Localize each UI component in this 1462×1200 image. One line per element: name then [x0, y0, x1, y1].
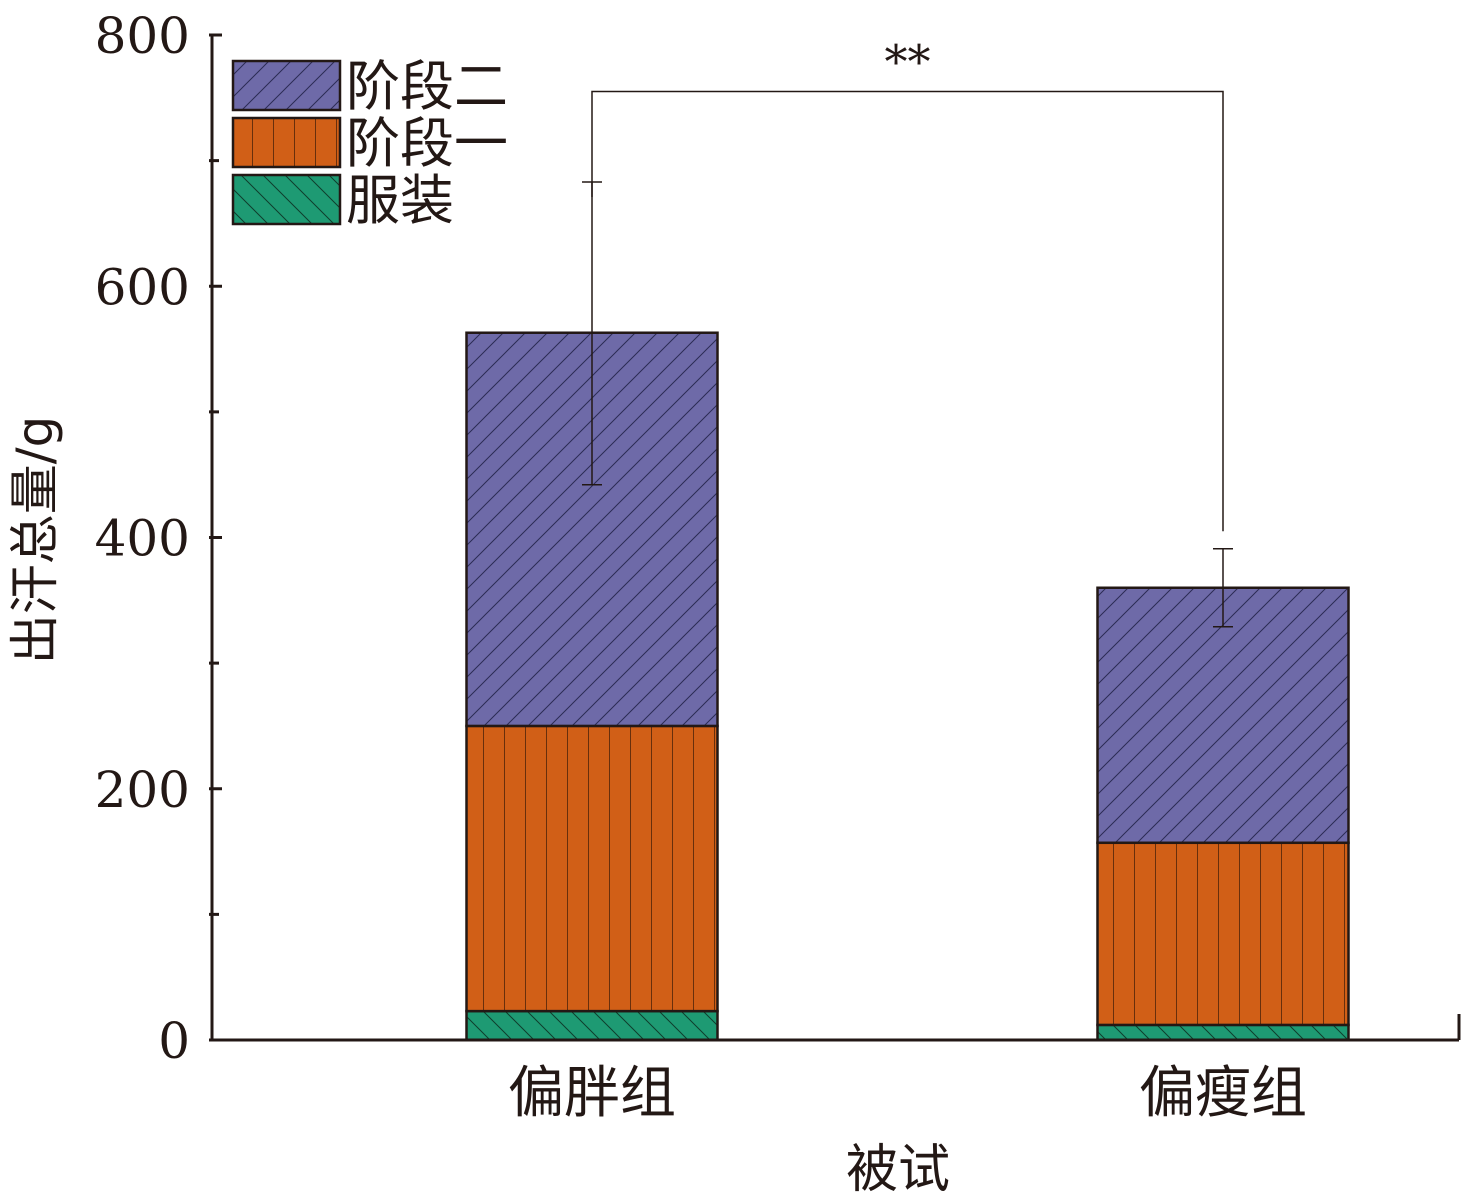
legend-label-0: 阶段二 — [346, 55, 508, 118]
bar-segment-1-1 — [1096, 841, 1350, 1027]
bars-layer — [465, 331, 1350, 1042]
y-tick-label-2: 400 — [95, 510, 190, 568]
y-tick-label-3: 600 — [95, 258, 190, 316]
x-axis-label: 被试 — [846, 1140, 950, 1200]
legend-swatch-1 — [231, 116, 342, 169]
significance-label: ** — [885, 35, 931, 89]
y-axis-label: 出汗总量/g — [6, 416, 64, 665]
y-tick-label-1: 200 — [95, 761, 190, 819]
significance-bracket: ** — [591, 35, 1224, 532]
bar-segment-1-2 — [1096, 586, 1350, 845]
bar-segment-0-1 — [465, 724, 719, 1013]
significance-line — [591, 90, 1224, 532]
y-tick-label-0: 0 — [158, 1012, 190, 1070]
axes: 0 200 400 600 800 偏胖组 偏瘦组 — [95, 7, 1461, 1126]
legend-swatch-0 — [231, 59, 342, 112]
legend-label-2: 服装 — [346, 169, 454, 232]
bar-segment-1-0 — [1096, 1023, 1350, 1042]
x-tick-label-1: 偏瘦组 — [1139, 1061, 1307, 1126]
bar-segment-0-0 — [465, 1009, 719, 1042]
y-tick-label-4: 800 — [95, 7, 190, 65]
x-tick-label-0: 偏胖组 — [508, 1061, 676, 1126]
legend-swatch-2 — [231, 173, 342, 226]
legend-label-1: 阶段一 — [346, 112, 508, 175]
